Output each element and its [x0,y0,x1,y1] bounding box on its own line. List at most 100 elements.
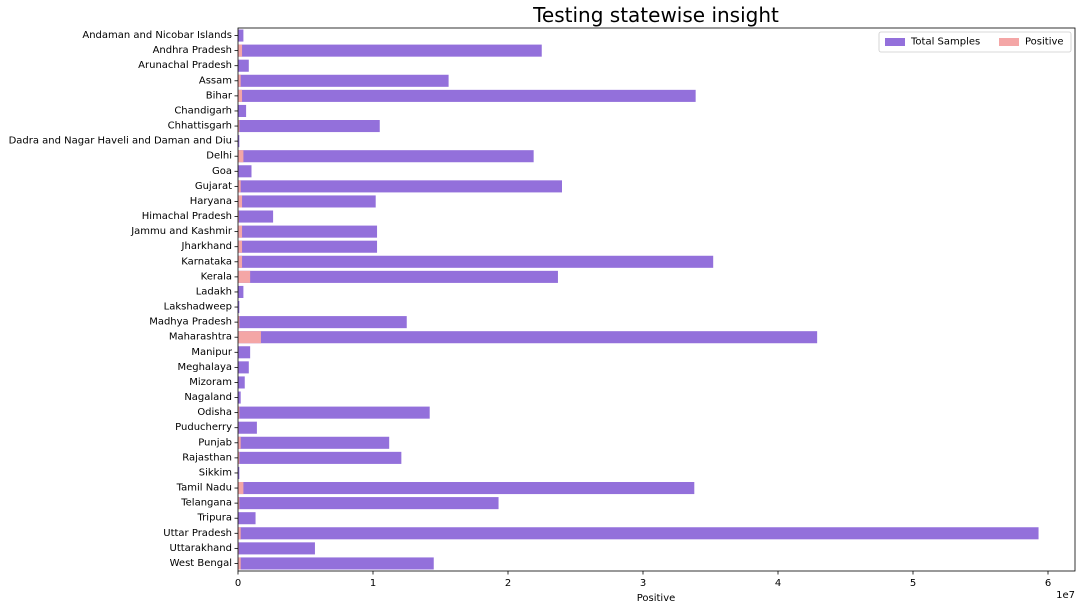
bar-total-samples-west-bengal [238,557,434,570]
plot-frame [237,27,1076,572]
bar-positive-west-bengal [238,557,241,570]
y-tick-label: Telangana [180,498,232,509]
bar-total-samples-bihar [238,89,696,102]
chart-title: Testing statewise insight [532,3,779,27]
legend-swatch-positive [999,38,1019,46]
bar-total-samples-maharashtra [238,331,818,344]
bar-total-samples-rajasthan [238,451,402,464]
bar-total-samples-nagaland [238,391,241,404]
y-tick-label: Sikkim [199,467,232,478]
x-tick-label: 4 [775,578,781,589]
bar-positive-kerala [238,270,251,283]
x-tick-label: 2 [505,578,511,589]
y-tick-label: Jammu and Kashmir [130,226,233,237]
bar-total-samples-chhattisgarh [238,120,380,133]
y-axis: Andaman and Nicobar Islands Andhra Prades… [9,30,238,569]
x-tick-label: 1 [370,578,376,589]
y-tick-label: Goa [212,166,232,177]
bar-total-samples-chandigarh [238,104,247,117]
bar-total-samples-meghalaya [238,361,249,374]
y-tick-label: Madhya Pradesh [149,317,232,328]
bar-total-samples-jharkhand [238,240,378,253]
bar-positive-bihar [238,89,243,102]
y-tick-label: Arunachal Pradesh [138,60,232,71]
y-tick-label: Maharashtra [169,332,232,343]
bar-total-samples-punjab [238,436,390,449]
x-tick-label: 3 [640,578,646,589]
y-tick-label: Punjab [198,437,232,448]
legend-box [878,31,1072,53]
bar-total-samples-uttarakhand [238,542,315,555]
x-axis-offset-label: 1e7 [1056,590,1075,601]
bar-positive-himachal-pradesh [238,210,239,223]
bars-group [238,29,1039,570]
y-tick-label: Ladakh [196,286,232,297]
x-tick-label: 0 [235,578,241,589]
bar-total-samples-odisha [238,406,430,419]
y-tick-label: Assam [199,75,232,86]
bar-total-samples-goa [238,165,252,178]
y-tick-label: Chandigarh [174,105,232,116]
y-tick-label: Delhi [206,151,232,162]
bar-positive-assam [238,74,241,87]
bar-positive-maharashtra [238,331,261,344]
bar-total-samples-mizoram [238,376,245,389]
bar-positive-telangana [238,497,240,510]
y-tick-label: West Bengal [170,558,232,569]
bar-total-samples-himachal-pradesh [238,210,274,223]
y-tick-label: Uttarakhand [170,543,232,554]
x-axis-label: Positive [637,593,676,604]
y-tick-label: Gujarat [195,181,232,192]
bar-total-samples-madhya-pradesh [238,316,407,329]
legend: Total Samples Positive [878,31,1072,53]
bar-total-samples-gujarat [238,180,562,193]
y-tick-label: Manipur [191,347,233,358]
y-tick-label: Puducherry [175,422,232,433]
x-tick-label: 6 [1045,578,1051,589]
y-tick-label: Odisha [197,407,232,418]
y-tick-label: Jharkhand [181,241,232,252]
bar-positive-rajasthan [238,451,240,464]
y-tick-label: Rajasthan [182,452,232,463]
bar-positive-jharkhand [238,240,243,253]
bar-total-samples-jammu-and-kashmir [238,225,378,238]
bar-total-samples-uttar-pradesh [238,527,1039,540]
bar-positive-haryana [238,195,243,208]
y-tick-label: Mizoram [189,377,232,388]
bar-positive-punjab [238,436,241,449]
y-tick-label: Chhattisgarh [168,121,232,132]
y-tick-label: Haryana [190,196,232,207]
bar-total-samples-arunachal-pradesh [238,59,249,72]
y-tick-label: Bihar [206,90,233,101]
legend-label-positive: Positive [1025,37,1064,48]
bar-total-samples-assam [238,74,449,87]
y-tick-label: Nagaland [184,392,232,403]
bar-total-samples-lakshadweep [238,301,240,314]
bar-positive-uttar-pradesh [238,527,241,540]
bar-positive-karnataka [238,255,243,268]
bar-positive-odisha [238,406,240,419]
bar-positive-jammu-and-kashmir [238,225,243,238]
bar-total-samples-karnataka [238,255,714,268]
bar-total-samples-telangana [238,497,499,510]
bar-total-samples-sikkim [238,466,240,479]
bar-total-samples-delhi [238,150,534,163]
bar-positive-tamil-nadu [238,482,244,495]
bar-positive-chhattisgarh [238,120,240,133]
y-tick-label: Meghalaya [177,362,232,373]
bar-total-samples-tripura [238,512,256,525]
y-tick-label: Himachal Pradesh [142,211,232,222]
y-tick-label: Uttar Pradesh [163,528,232,539]
x-axis: 0 1 2 3 4 5 6 [235,571,1051,589]
bar-total-samples-ladakh [238,285,244,298]
y-tick-label: Andaman and Nicobar Islands [82,30,232,41]
bar-total-samples-andaman-and-nicobar-islands [238,29,244,42]
bar-positive-madhya-pradesh [238,316,240,329]
legend-swatch-total-samples [885,38,905,46]
bar-positive-delhi [238,150,244,163]
y-tick-label: Tripura [197,513,232,524]
bar-total-samples-tamil-nadu [238,482,695,495]
x-tick-label: 5 [910,578,916,589]
y-tick-label: Dadra and Nagar Haveli and Daman and Diu [9,136,232,147]
